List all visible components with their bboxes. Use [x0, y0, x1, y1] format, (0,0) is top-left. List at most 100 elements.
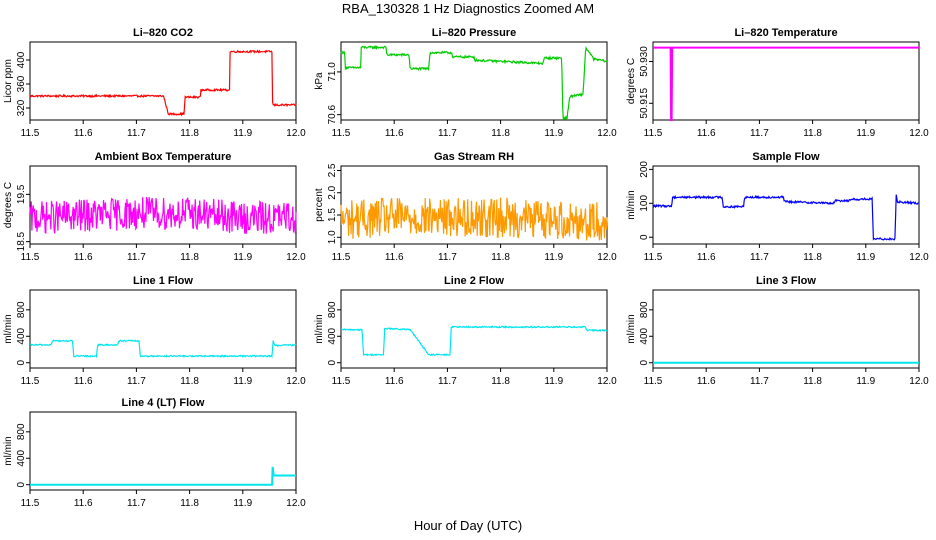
series-line: [653, 46, 919, 121]
y-tick-label: 70.6: [327, 104, 338, 124]
y-tick-label: 71.0: [327, 62, 338, 82]
x-tick-label: 11.6: [74, 128, 93, 139]
x-tick-label: 11.7: [127, 128, 146, 139]
x-tick-label: 11.9: [233, 128, 252, 139]
x-tick-label: 11.7: [127, 498, 146, 509]
panel-6: Sample Flow 11.5 11.6 11.7 11.8 11.9 12.0 0 100 2…: [626, 151, 929, 263]
plot-frame: [29, 289, 297, 369]
x-tick-label: 11.5: [644, 252, 663, 263]
x-tick-label: 12.0: [909, 252, 929, 263]
plot-frame: [29, 411, 297, 491]
y-tick-label: 400: [16, 327, 27, 344]
y-tick-label: 2.0: [327, 185, 338, 199]
x-tick-label: 11.7: [127, 252, 146, 263]
plot-frame: [652, 289, 920, 369]
y-axis-label: Licor ppm: [3, 59, 14, 103]
y-axis-label: percent: [314, 188, 325, 222]
panel-title: Line 1 Flow: [133, 275, 193, 287]
x-tick-label: 11.8: [803, 252, 822, 263]
panel-title: Gas Stream RH: [434, 151, 514, 163]
series-line: [340, 45, 608, 121]
x-tick-label: 11.8: [491, 376, 510, 387]
y-tick-label: 50.930: [639, 46, 650, 77]
panel-2: Li–820 Pressure 11.5 11.6 11.7 11.8 11.9 12.0 7…: [314, 27, 617, 139]
y-tick-label: 50.915: [639, 88, 650, 119]
x-tick-label: 11.7: [750, 376, 769, 387]
x-tick-label: 11.9: [233, 252, 252, 263]
x-tick-label: 12.0: [286, 252, 306, 263]
x-tick-label: 12.0: [909, 376, 929, 387]
y-tick-label: 800: [16, 423, 27, 440]
x-tick-label: 11.5: [21, 128, 40, 139]
plot-frame: [340, 41, 608, 121]
x-tick-label: 12.0: [597, 376, 617, 387]
x-tick-label: 11.7: [127, 376, 146, 387]
x-tick-label: 11.9: [544, 128, 563, 139]
panel-title: Line 2 Flow: [444, 275, 504, 287]
panel-title: Li–820 CO2: [133, 27, 193, 39]
panel-5: Gas Stream RH 11.5 11.6 11.7 11.8 11.9 12.0 1.0…: [314, 151, 617, 263]
plot-frame: [652, 41, 920, 121]
series-line: [29, 339, 297, 359]
panel-7: Line 1 Flow 11.5 11.6 11.7 11.8 11.9 12.0 0 400 8…: [3, 275, 306, 387]
y-tick-label: 800: [327, 301, 338, 318]
x-tick-label: 11.5: [644, 376, 663, 387]
y-axis-label: degrees C: [3, 182, 14, 228]
x-tick-label: 12.0: [286, 498, 306, 509]
y-tick-label: 19.5: [16, 184, 27, 204]
x-tick-label: 11.6: [74, 498, 93, 509]
x-tick-label: 11.9: [233, 376, 252, 387]
x-tick-label: 11.7: [438, 376, 457, 387]
y-tick-label: 320: [16, 99, 27, 116]
series-line: [29, 197, 297, 235]
series-line: [340, 325, 608, 357]
panel-title: Li–820 Temperature: [734, 27, 837, 39]
y-axis-label: degrees C: [626, 58, 637, 104]
x-tick-label: 11.8: [180, 128, 199, 139]
y-tick-label: 400: [639, 327, 650, 344]
x-tick-label: 11.6: [74, 252, 93, 263]
x-tick-label: 11.7: [438, 128, 457, 139]
y-tick-label: 0: [639, 359, 650, 365]
panel-title: Ambient Box Temperature: [95, 151, 232, 163]
x-tick-label: 11.6: [385, 252, 404, 263]
x-tick-label: 11.7: [750, 252, 769, 263]
y-axis-label: ml/min: [626, 190, 637, 219]
x-tick-label: 12.0: [909, 128, 929, 139]
panel-title: Sample Flow: [752, 151, 820, 163]
panel-title: Line 4 (LT) Flow: [122, 397, 205, 409]
x-tick-label: 11.9: [544, 252, 563, 263]
x-tick-label: 11.6: [385, 128, 404, 139]
x-tick-label: 11.8: [180, 376, 199, 387]
y-tick-label: 400: [16, 449, 27, 466]
panel-8: Line 2 Flow 11.5 11.6 11.7 11.8 11.9 12.0 0 400 8…: [314, 275, 617, 387]
x-tick-label: 11.8: [491, 128, 510, 139]
y-tick-label: 1.0: [327, 230, 338, 244]
x-tick-label: 11.8: [803, 376, 822, 387]
y-axis-label: kPa: [314, 72, 325, 90]
plot-frame: [29, 41, 297, 121]
x-tick-label: 12.0: [597, 252, 617, 263]
x-tick-label: 11.6: [697, 128, 716, 139]
y-tick-label: 0: [639, 234, 650, 240]
plot-frame: [652, 165, 920, 245]
x-tick-label: 11.5: [21, 376, 40, 387]
y-axis-label: ml/min: [626, 314, 637, 343]
x-tick-label: 12.0: [286, 128, 306, 139]
series-line: [340, 197, 608, 241]
y-tick-label: 2.5: [327, 163, 338, 177]
x-tick-label: 11.5: [332, 128, 351, 139]
x-tick-label: 11.9: [233, 498, 252, 509]
x-tick-label: 11.9: [856, 252, 875, 263]
x-tick-label: 11.6: [697, 252, 716, 263]
x-tick-label: 11.6: [74, 376, 93, 387]
plot-frame: [29, 165, 297, 245]
y-tick-label: 0: [16, 481, 27, 487]
panel-title: Li–820 Pressure: [432, 27, 516, 39]
x-tick-label: 11.8: [180, 252, 199, 263]
x-tick-label: 11.5: [21, 498, 40, 509]
y-axis-label: ml/min: [3, 436, 14, 465]
panel-9: Line 3 Flow 11.5 11.6 11.7 11.8 11.9 12.0 0 400 8…: [626, 275, 929, 387]
y-axis-label: ml/min: [3, 314, 14, 343]
